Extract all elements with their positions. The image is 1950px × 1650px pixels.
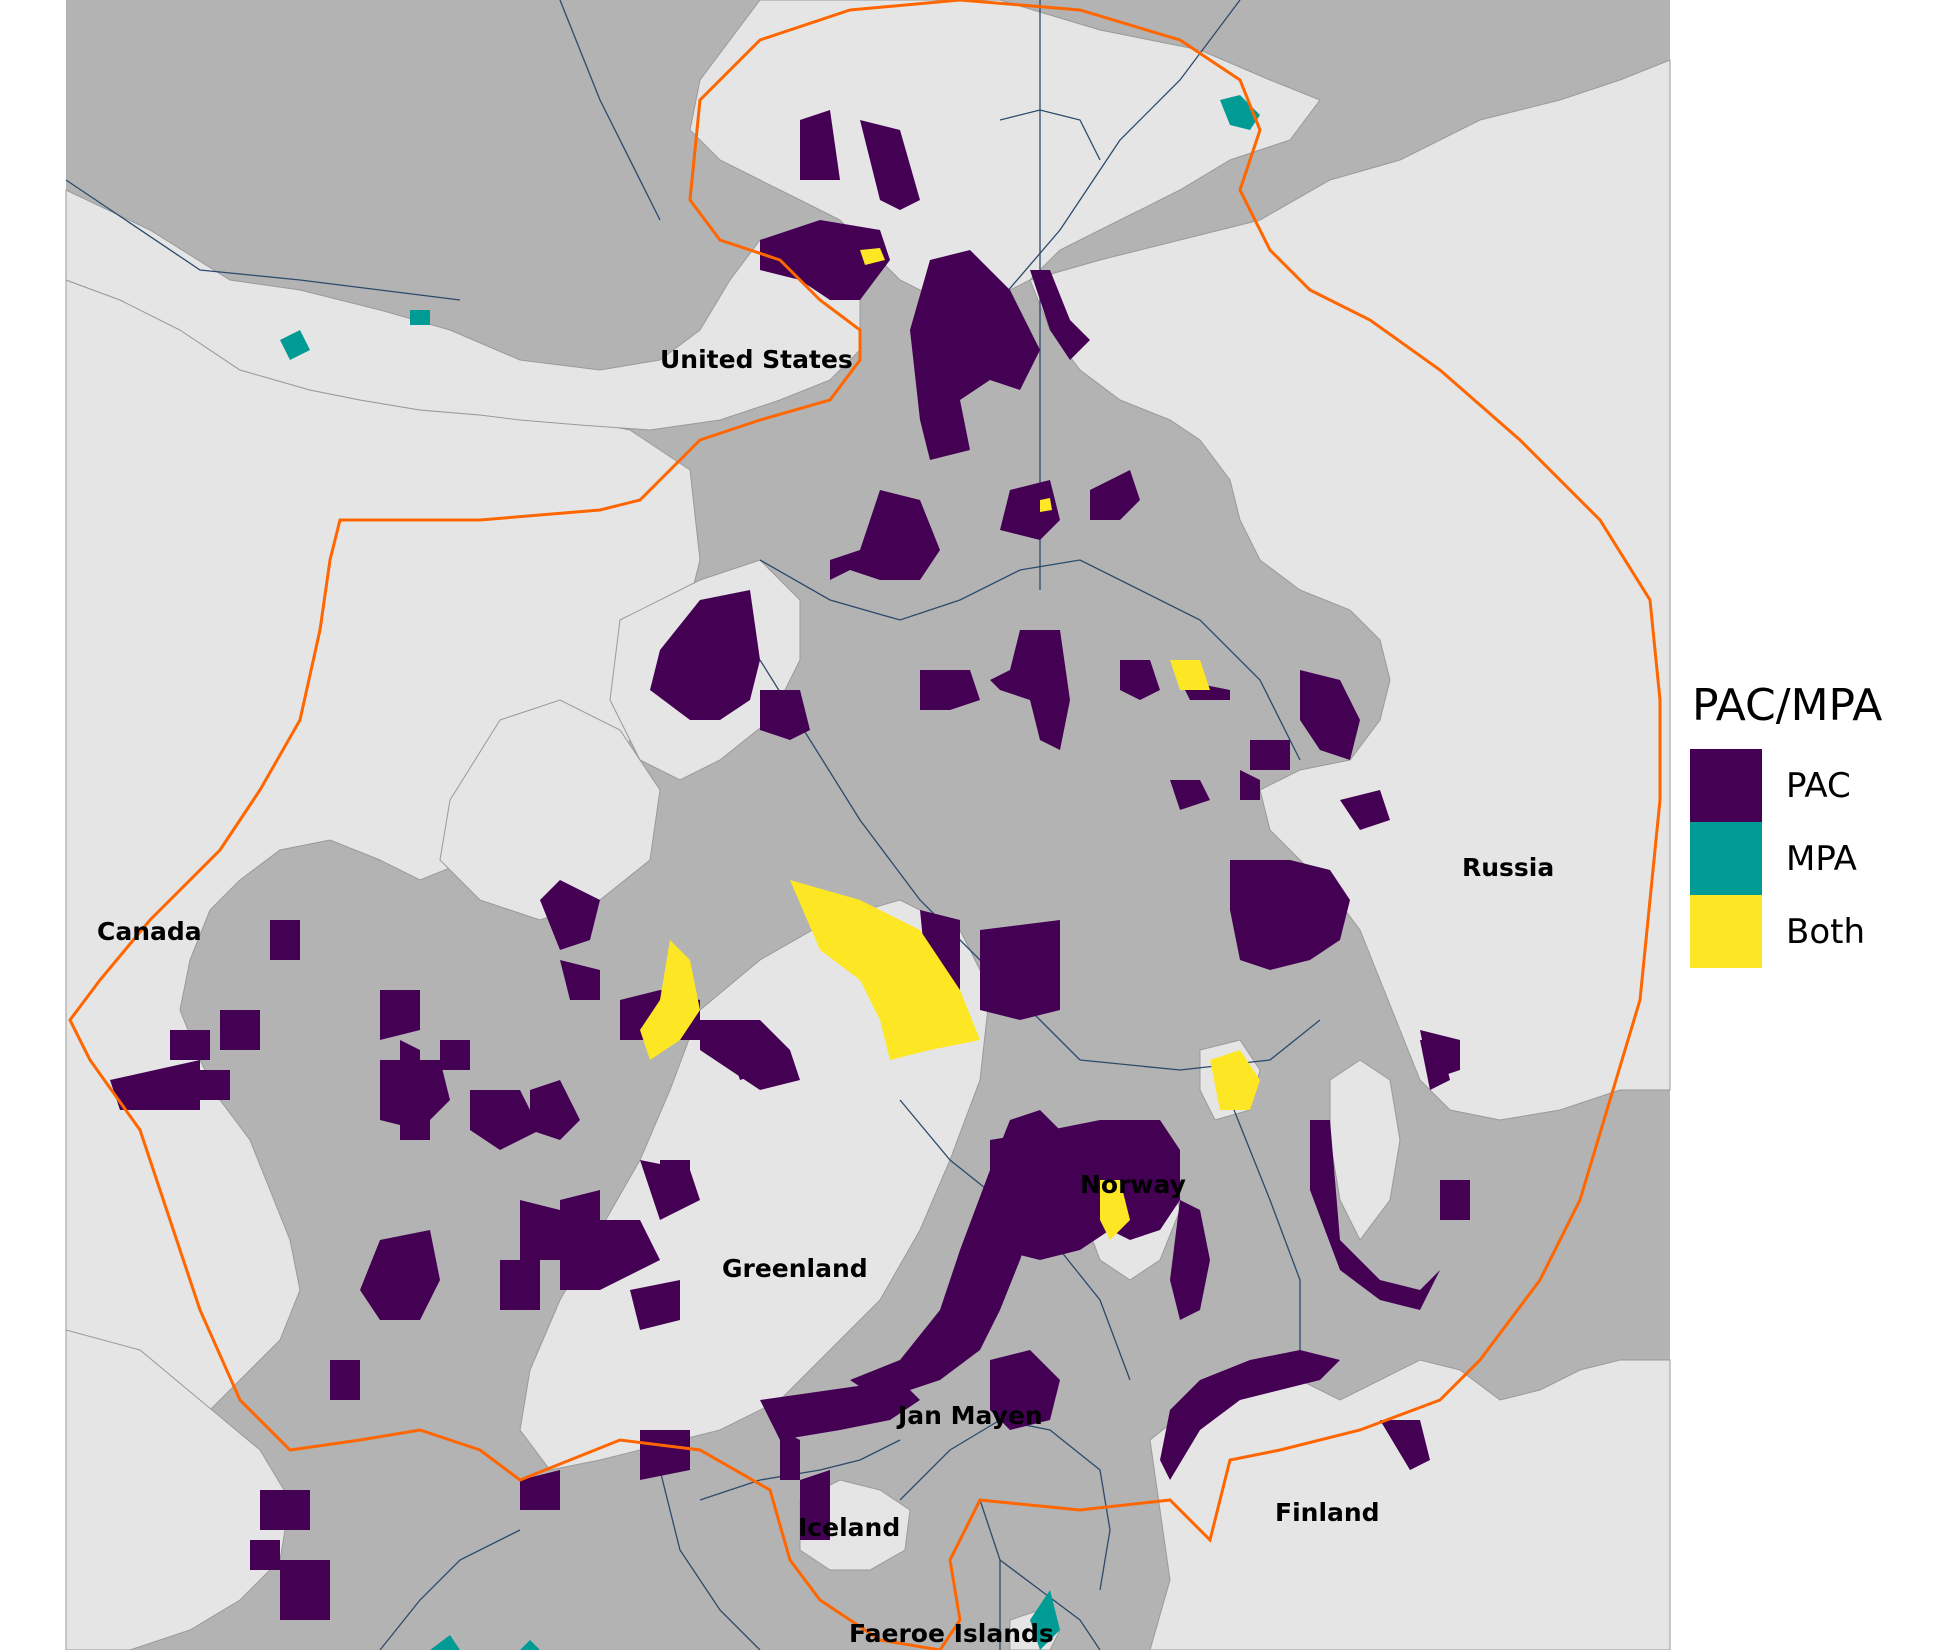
land-novaya-zemlya: [1329, 1059, 1401, 1241]
label-norway: Norway: [1080, 1170, 1186, 1199]
legend: PAC/MPA PAC MPA Both: [1690, 680, 1940, 968]
legend-label-both: Both: [1786, 911, 1866, 952]
label-greenland: Greenland: [722, 1254, 868, 1283]
label-jan-mayen: Jan Mayen: [896, 1401, 1043, 1430]
mpa-areas: [280, 95, 1260, 1650]
eez-lines: [65, 0, 1321, 1650]
legend-swatch-both: [1690, 895, 1762, 968]
both-areas: [640, 248, 1260, 1240]
label-iceland: Iceland: [798, 1513, 900, 1542]
legend-item-mpa: MPA: [1690, 822, 1940, 895]
study-boundary: [68, 0, 1662, 1650]
pac-areas: [110, 110, 1470, 1620]
legend-label-mpa: MPA: [1786, 838, 1857, 879]
label-faroe-islands: Faeroe Islands: [849, 1619, 1054, 1648]
label-united-states: United States: [660, 345, 853, 374]
legend-swatch-mpa: [1690, 822, 1762, 895]
label-finland: Finland: [1275, 1498, 1380, 1527]
legend-swatch-pac: [1690, 749, 1762, 822]
legend-title: PAC/MPA: [1692, 680, 1883, 731]
legend-item-both: Both: [1690, 895, 1940, 968]
legend-item-pac: PAC: [1690, 749, 1940, 822]
label-canada: Canada: [97, 917, 202, 946]
label-russia: Russia: [1462, 853, 1554, 882]
legend-label-pac: PAC: [1786, 765, 1851, 806]
